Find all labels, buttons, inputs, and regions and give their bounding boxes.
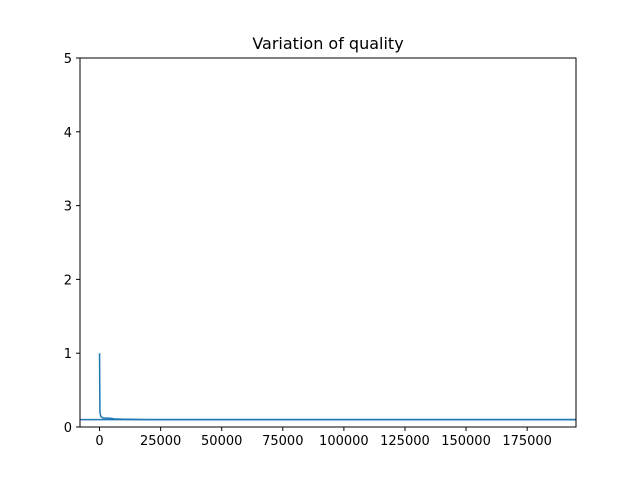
x-tick-label: 175000	[502, 434, 552, 449]
x-tick-label: 150000	[441, 434, 491, 449]
plot-area: 0 25000 50000 75000 100000 125000 150000 175000…	[64, 52, 577, 449]
chart-title: Variation of quality	[252, 34, 403, 53]
y-tick-label: 1	[64, 347, 72, 362]
x-tick-label: 125000	[380, 434, 430, 449]
x-tick-label: 0	[95, 434, 103, 449]
axes-frame	[79, 57, 577, 428]
y-tick-label: 3	[64, 200, 72, 215]
x-tick-label: 100000	[319, 434, 369, 449]
y-tick-label: 2	[64, 273, 72, 288]
series-line-0	[98, 353, 576, 421]
y-tick-label: 0	[64, 421, 72, 436]
y-tick-label: 5	[64, 52, 72, 67]
x-tick-label: 50000	[201, 434, 242, 449]
x-tick-label: 75000	[262, 434, 303, 449]
x-tick-label: 25000	[140, 434, 181, 449]
y-tick-label: 4	[64, 126, 72, 141]
